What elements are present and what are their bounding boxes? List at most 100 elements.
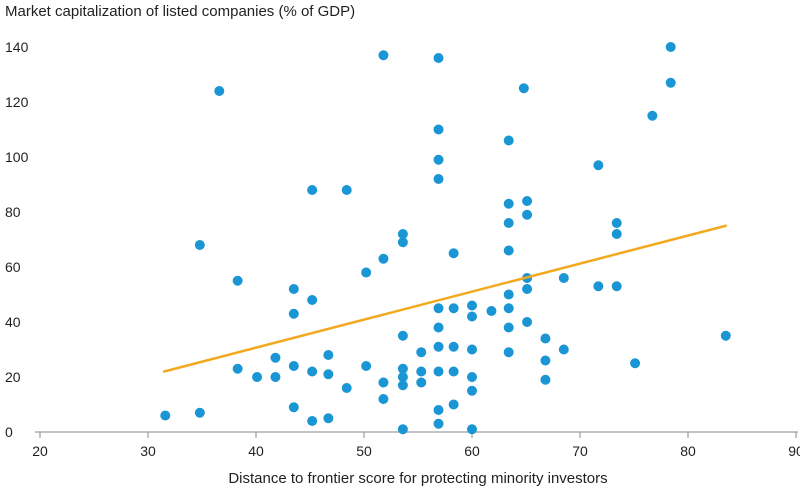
- data-point: [378, 377, 389, 388]
- y-tick-label: 120: [5, 94, 29, 110]
- data-point: [323, 413, 334, 424]
- x-axis-label: Distance to frontier score for protectin…: [228, 470, 607, 487]
- data-point: [307, 416, 318, 426]
- data-point: [630, 358, 641, 369]
- data-point: [433, 174, 444, 184]
- data-point: [518, 83, 529, 94]
- data-point: [503, 218, 514, 228]
- y-tick-label: 80: [5, 204, 21, 220]
- data-point: [307, 295, 318, 305]
- data-point: [448, 399, 459, 410]
- x-tick-label: 60: [464, 443, 480, 459]
- x-tick-label: 70: [572, 443, 588, 459]
- data-point: [433, 53, 444, 63]
- data-point: [433, 366, 444, 377]
- x-tick-label: 80: [680, 443, 696, 459]
- x-tick-label: 30: [140, 443, 156, 459]
- data-point: [503, 303, 514, 314]
- data-point: [433, 405, 444, 415]
- y-axis-label: Market capitalization of listed companie…: [5, 3, 355, 20]
- data-points: [160, 42, 731, 435]
- data-point: [558, 344, 569, 355]
- data-point: [448, 341, 459, 352]
- data-point: [378, 253, 389, 264]
- data-point: [397, 380, 408, 391]
- data-point: [720, 330, 731, 341]
- data-point: [288, 361, 299, 371]
- data-point: [288, 402, 299, 413]
- data-point: [397, 237, 408, 248]
- data-point: [540, 374, 551, 385]
- data-point: [503, 198, 514, 209]
- data-point: [665, 77, 676, 88]
- data-point: [467, 385, 477, 396]
- data-point: [433, 124, 444, 135]
- data-point: [232, 363, 243, 374]
- data-point: [593, 281, 604, 292]
- y-tick-label: 40: [5, 314, 21, 330]
- data-point: [341, 383, 352, 393]
- data-point: [448, 366, 459, 377]
- y-tick-label: 20: [5, 369, 21, 385]
- data-point: [270, 352, 281, 363]
- data-point: [448, 303, 459, 314]
- data-point: [503, 347, 514, 358]
- data-point: [307, 366, 318, 377]
- data-point: [397, 229, 408, 239]
- x-tick-labels: 20 30 40 50 60 70 80 90: [32, 443, 800, 459]
- data-point: [378, 50, 389, 61]
- data-point: [433, 418, 444, 429]
- y-tick-label: 100: [5, 149, 29, 165]
- data-point: [416, 366, 427, 377]
- data-point: [194, 407, 205, 418]
- data-point: [232, 275, 243, 286]
- data-point: [467, 311, 477, 322]
- trend-line: [162, 224, 728, 373]
- y-tick-label: 140: [5, 39, 29, 55]
- data-point: [397, 330, 408, 341]
- data-point: [611, 218, 622, 228]
- data-point: [540, 333, 551, 344]
- data-point: [433, 322, 444, 333]
- data-point: [467, 344, 477, 355]
- y-tick-label: 0: [5, 424, 13, 440]
- data-point: [467, 372, 477, 382]
- x-tick-label: 90: [788, 443, 800, 459]
- data-point: [252, 372, 263, 382]
- data-point: [288, 308, 299, 319]
- data-point: [503, 135, 514, 146]
- x-tick-marks: [39, 432, 797, 438]
- data-point: [288, 284, 299, 294]
- data-point: [665, 42, 676, 52]
- y-tick-labels: 0 20 40 60 80 100 120 140: [5, 39, 29, 440]
- data-point: [522, 209, 533, 220]
- data-point: [611, 281, 622, 292]
- data-point: [467, 424, 477, 435]
- x-tick-label: 20: [32, 443, 48, 459]
- data-point: [540, 355, 551, 366]
- data-point: [433, 303, 444, 314]
- data-point: [522, 284, 533, 294]
- data-point: [323, 369, 334, 380]
- data-point: [341, 185, 352, 195]
- data-point: [433, 341, 444, 352]
- x-tick-label: 40: [248, 443, 264, 459]
- data-point: [307, 185, 318, 195]
- data-point: [416, 347, 427, 358]
- data-point: [558, 273, 569, 283]
- data-point: [647, 110, 658, 121]
- data-point: [160, 410, 171, 421]
- data-point: [433, 154, 444, 165]
- x-tick-label: 50: [356, 443, 372, 459]
- data-point: [361, 267, 372, 278]
- data-point: [397, 424, 408, 435]
- data-point: [270, 372, 281, 382]
- data-point: [503, 245, 514, 256]
- data-point: [611, 229, 622, 239]
- data-point: [361, 361, 372, 371]
- data-point: [378, 394, 389, 404]
- data-point: [416, 377, 427, 388]
- data-point: [194, 240, 205, 250]
- data-point: [503, 322, 514, 333]
